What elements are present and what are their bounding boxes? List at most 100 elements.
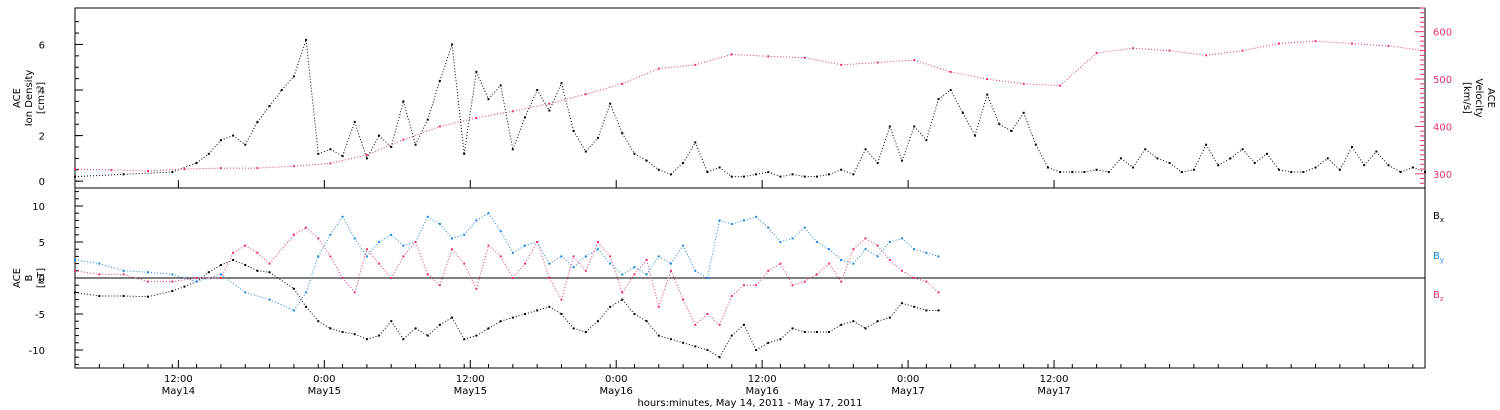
density-trace xyxy=(889,126,903,161)
velocity-trace xyxy=(768,55,805,59)
by-trace xyxy=(877,241,891,257)
bz-trace xyxy=(914,277,927,283)
density-trace xyxy=(682,142,696,164)
velocity-trace xyxy=(804,57,842,66)
bottom-tick-label: 0 xyxy=(39,274,45,285)
bz-trace xyxy=(475,245,489,289)
bx-trace xyxy=(403,328,416,340)
top-left-tick-label: 6 xyxy=(39,40,45,51)
density-trace xyxy=(792,173,805,178)
density-point xyxy=(1424,171,1426,174)
x-axis: 12:00May140:00May1512:00May150:00May1612… xyxy=(74,180,1414,397)
density-trace xyxy=(609,103,623,134)
bx-trace xyxy=(549,306,562,315)
by-trace xyxy=(865,248,878,257)
bz-trace xyxy=(500,256,514,279)
x-tick-date-label: May17 xyxy=(1037,386,1070,397)
bz-trace xyxy=(597,241,611,257)
velocity-trace xyxy=(439,117,477,127)
bx-trace xyxy=(147,290,173,298)
density-trace xyxy=(1035,144,1049,168)
by-trace xyxy=(792,227,806,239)
velocity-trace xyxy=(1206,50,1243,56)
velocity-trace xyxy=(987,78,1024,85)
density-trace xyxy=(962,112,976,136)
bx-trace xyxy=(123,295,148,298)
bz-trace xyxy=(707,313,720,326)
by-trace xyxy=(245,291,270,301)
bottom-left-ylabel-line3: [nT] xyxy=(36,268,47,288)
density-trace xyxy=(172,162,197,173)
velocity-trace xyxy=(1096,47,1134,54)
top-right-ylabel-line3: [km/s] xyxy=(1461,82,1472,114)
bz-trace xyxy=(415,241,429,275)
bottom-tick-label: -10 xyxy=(29,346,45,357)
by-trace xyxy=(476,212,489,221)
bz-trace xyxy=(621,274,635,293)
bx-trace xyxy=(427,324,441,336)
bz-trace xyxy=(840,249,854,282)
density-trace xyxy=(901,126,915,161)
legend-by: By xyxy=(1433,251,1444,264)
velocity-trace xyxy=(403,125,441,141)
bx-trace xyxy=(342,331,355,335)
by-trace xyxy=(767,227,781,243)
velocity-trace xyxy=(1242,43,1280,52)
bx-trace xyxy=(220,259,234,266)
velocity-trace xyxy=(731,53,769,57)
bottom-left-ylabel-line1: ACE xyxy=(12,268,23,288)
bz-trace xyxy=(889,259,903,272)
bottom-left-ylabel-line2: B xyxy=(24,274,35,281)
by-trace xyxy=(99,263,124,272)
bx-trace xyxy=(232,259,246,266)
x-tick-date-label: May15 xyxy=(454,386,487,397)
bz-trace xyxy=(293,227,307,236)
by-trace xyxy=(670,245,684,264)
by-trace xyxy=(573,256,587,268)
by-trace xyxy=(74,259,100,265)
by-trace xyxy=(439,223,453,239)
density-trace xyxy=(1351,146,1365,166)
bx-trace xyxy=(488,320,501,329)
by-trace xyxy=(622,266,635,275)
velocity-trace xyxy=(512,103,550,112)
by-trace xyxy=(293,292,307,311)
bz-trace xyxy=(488,245,502,257)
density-trace xyxy=(1303,167,1316,173)
bz-trace xyxy=(816,263,830,275)
bx-trace xyxy=(695,345,708,351)
density-trace xyxy=(318,148,331,155)
by-trace xyxy=(451,234,465,239)
density-trace xyxy=(1181,169,1195,173)
by-trace xyxy=(597,248,611,264)
density-trace xyxy=(342,121,356,157)
top-right-tick-label: 500 xyxy=(1433,75,1452,86)
by-trace xyxy=(147,271,173,275)
bz-trace xyxy=(853,238,866,250)
by-trace xyxy=(317,234,331,257)
by-trace xyxy=(731,219,745,225)
bx-trace xyxy=(670,338,684,344)
bx-trace xyxy=(585,320,599,333)
density-trace xyxy=(1315,157,1329,168)
legend-bz-main: B xyxy=(1433,290,1440,301)
bz-trace xyxy=(646,259,660,307)
bx-trace xyxy=(792,327,805,333)
x-tick-time-label: 0:00 xyxy=(897,374,919,385)
bx-trace xyxy=(755,342,769,351)
by-trace xyxy=(488,212,502,232)
bx-trace xyxy=(914,306,927,311)
bottom-left-axis: 10 5 0 -5 -10 xyxy=(29,191,1425,365)
bx-trace xyxy=(378,320,392,336)
density-trace xyxy=(694,142,708,173)
by-trace xyxy=(706,220,721,279)
density-trace xyxy=(281,76,295,91)
velocity-trace xyxy=(914,59,951,73)
velocity-trace xyxy=(950,71,988,80)
bottom-tick-label: -5 xyxy=(35,310,45,321)
top-right-ylabel: ACE Velocity [km/s] xyxy=(1461,78,1496,117)
by-trace xyxy=(852,248,866,264)
by-trace xyxy=(305,256,319,293)
bx-trace xyxy=(293,288,307,308)
x-tick-date-label: May16 xyxy=(600,386,633,397)
